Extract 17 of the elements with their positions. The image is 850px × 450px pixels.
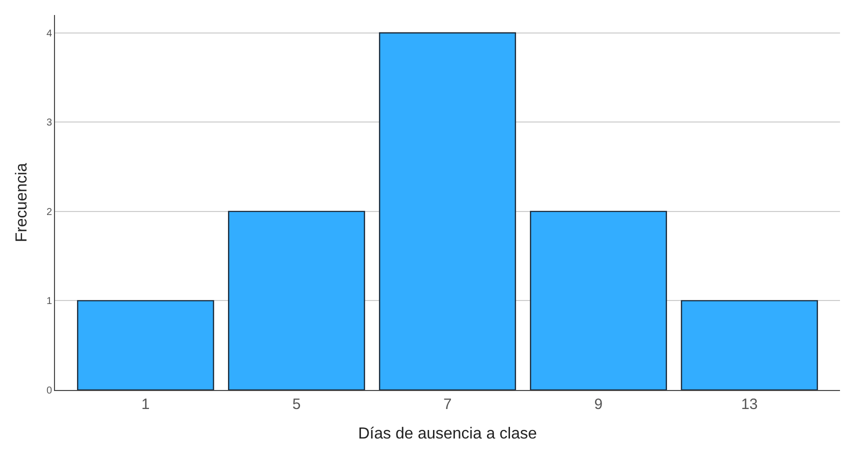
y-tick-label: 0: [46, 386, 52, 396]
y-axis-title: Frecuencia: [13, 162, 30, 242]
y-tick-label: 1: [46, 296, 52, 308]
x-tick-label: 5: [292, 396, 301, 413]
bar: [228, 210, 366, 390]
x-tick-label: 7: [443, 396, 452, 413]
bar: [530, 210, 667, 390]
y-tick-label: 2: [46, 206, 52, 218]
x-tick-label: 13: [741, 396, 758, 413]
x-tick-label: 9: [594, 396, 603, 413]
bar: [378, 32, 516, 390]
bar: [680, 300, 818, 390]
y-tick-label: 3: [46, 118, 52, 129]
x-axis-title: Días de ausencia a clase: [358, 426, 537, 443]
bar: [77, 300, 214, 390]
y-tick-label: 4: [46, 28, 52, 40]
x-tick-label: 1: [141, 396, 150, 413]
